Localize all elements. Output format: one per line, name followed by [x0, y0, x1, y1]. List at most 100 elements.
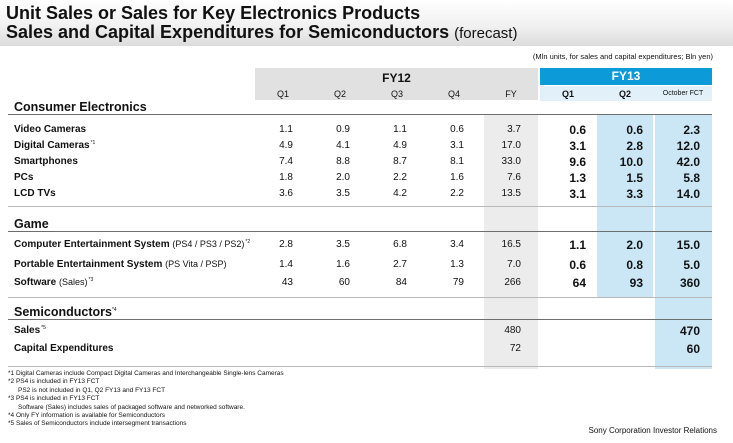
table-cell: 1.6 [336, 259, 350, 270]
footnote: *3 PS4 is included in FY13 FCT [8, 395, 100, 403]
col-header-q4: Q4 [447, 89, 460, 99]
table-cell: 0.6 [450, 124, 464, 135]
table-cell: 3.5 [336, 188, 350, 199]
table-cell: 1.1 [569, 238, 586, 252]
table-cell: 2.2 [450, 188, 464, 199]
table-cell: 8.1 [450, 156, 464, 167]
table-row: Portable Entertainment System (PS Vita /… [0, 258, 733, 274]
october-fct-column-band [655, 114, 712, 369]
table-cell: 1.3 [450, 259, 464, 270]
fy12-label: FY12 [382, 71, 411, 85]
row-label: Smartphones [14, 156, 78, 167]
table-row: Capital Expenditures 72 60 [0, 342, 733, 358]
unit-note: (Mln units, for sales and capital expend… [532, 52, 713, 61]
row-label: LCD TVs [14, 188, 56, 199]
table-cell: 1.1 [279, 124, 293, 135]
divider [8, 297, 712, 298]
table-cell: 43 [281, 277, 293, 288]
fy-column-band [484, 114, 538, 369]
table-cell: 2.8 [626, 139, 643, 153]
table-cell: 360 [679, 276, 700, 290]
table-cell: 470 [679, 324, 700, 338]
col-header-fy: FY [505, 89, 517, 99]
table-cell: 4.9 [279, 140, 293, 151]
table-cell: 13.5 [501, 188, 521, 199]
table-cell: 42.0 [676, 155, 700, 169]
table-cell: 7.0 [507, 259, 521, 270]
table-cell: 93 [629, 276, 643, 290]
table-cell: 15.0 [676, 238, 700, 252]
col-header-q1: Q1 [276, 89, 289, 99]
table-cell: 4.9 [393, 140, 407, 151]
forecast-label: (forecast) [454, 25, 518, 42]
table-cell: 0.9 [336, 124, 350, 135]
table-row: Smartphones 7.4 8.8 8.7 8.1 33.0 9.6 10.0 42.0 [0, 155, 733, 171]
table-cell: 6.8 [393, 239, 407, 250]
row-label: Software (Sales)*3 [14, 277, 94, 288]
section-game: Game [14, 217, 49, 231]
table-cell: 12.0 [676, 139, 700, 153]
section-consumer-electronics: Consumer Electronics [14, 100, 147, 114]
footnote: PS2 is not included in Q1, Q2 FY13 and F… [18, 386, 166, 394]
table-cell: 16.5 [501, 239, 521, 250]
row-label: Digital Cameras*1 [14, 140, 96, 151]
fy13-subheader [540, 86, 712, 101]
table-cell: 480 [504, 325, 521, 336]
page-title: Unit Sales or Sales for Key Electronics … [6, 3, 421, 23]
table-cell: 4.2 [393, 188, 407, 199]
divider [8, 114, 712, 115]
table-cell: 7.6 [507, 172, 521, 183]
table-cell: 7.4 [279, 156, 293, 167]
table-cell: 2.7 [393, 259, 407, 270]
table-cell: 79 [452, 277, 464, 288]
footnote: *5 Sales of Semiconductors include inter… [8, 420, 187, 428]
footnote: *1 Digital Cameras include Compact Digit… [8, 370, 284, 377]
divider [8, 366, 712, 367]
col-header-q3: Q3 [390, 89, 403, 99]
title-bar: Unit Sales or Sales for Key Electronics … [0, 0, 733, 46]
footer-credit: Sony Corporation Investor Relations [588, 426, 717, 435]
table-cell: 17.0 [501, 140, 521, 151]
table-cell: 3.6 [279, 188, 293, 199]
table-cell: 1.3 [569, 171, 586, 185]
divider [8, 231, 712, 232]
table-cell: 2.8 [279, 239, 293, 250]
q2-column-band [597, 114, 653, 297]
table-cell: 8.7 [393, 156, 407, 167]
table-row: Video Cameras 1.1 0.9 1.1 0.6 3.7 0.6 0.6 2.3 [0, 123, 733, 139]
table-cell: 3.5 [336, 239, 350, 250]
row-label: Capital Expenditures [14, 343, 114, 354]
table-cell: 84 [395, 277, 407, 288]
table-cell: 1.5 [626, 171, 643, 185]
table-cell: 72 [509, 343, 521, 354]
row-label: Computer Entertainment System (PS4 / PS3… [14, 239, 251, 250]
row-label: Video Cameras [14, 124, 87, 135]
table-row: Sales*5 480 470 [0, 324, 733, 340]
table-cell: 0.6 [626, 123, 643, 137]
table-row: Digital Cameras*1 4.9 4.1 4.9 3.1 17.0 3.1 2.8 1… [0, 139, 733, 155]
table-cell: 0.6 [569, 258, 586, 272]
table-cell: 3.1 [569, 187, 586, 201]
table-cell: 3.3 [626, 187, 643, 201]
divider [8, 206, 712, 207]
col-header-q2: Q2 [333, 89, 346, 99]
col-header-fy13-q1: Q1 [561, 89, 574, 99]
fy13-header: FY13 [540, 68, 712, 85]
footnote: Software (Sales) includes sales of packa… [18, 403, 245, 411]
table-cell: 3.4 [450, 239, 464, 250]
row-label: Sales*5 [14, 325, 46, 336]
table-cell: 9.6 [569, 155, 586, 169]
table-cell: 1.8 [279, 172, 293, 183]
table-cell: 2.3 [683, 123, 700, 137]
table-cell: 14.0 [676, 187, 700, 201]
section-semiconductors: Semiconductors*4 [14, 305, 117, 319]
table-cell: 5.0 [683, 258, 700, 272]
row-label: Portable Entertainment System (PS Vita /… [14, 259, 227, 270]
table-cell: 2.0 [626, 238, 643, 252]
table-cell: 4.1 [336, 140, 350, 151]
table-cell: 3.1 [569, 139, 586, 153]
footnote: *2 PS4 is included in FY13 FCT [8, 378, 100, 386]
fy12-header: FY12 [255, 68, 538, 100]
table-row: LCD TVs 3.6 3.5 4.2 2.2 13.5 3.1 3.3 14.0 [0, 187, 733, 203]
page-subtitle: Sales and Capital Expenditures for Semic… [6, 22, 518, 42]
